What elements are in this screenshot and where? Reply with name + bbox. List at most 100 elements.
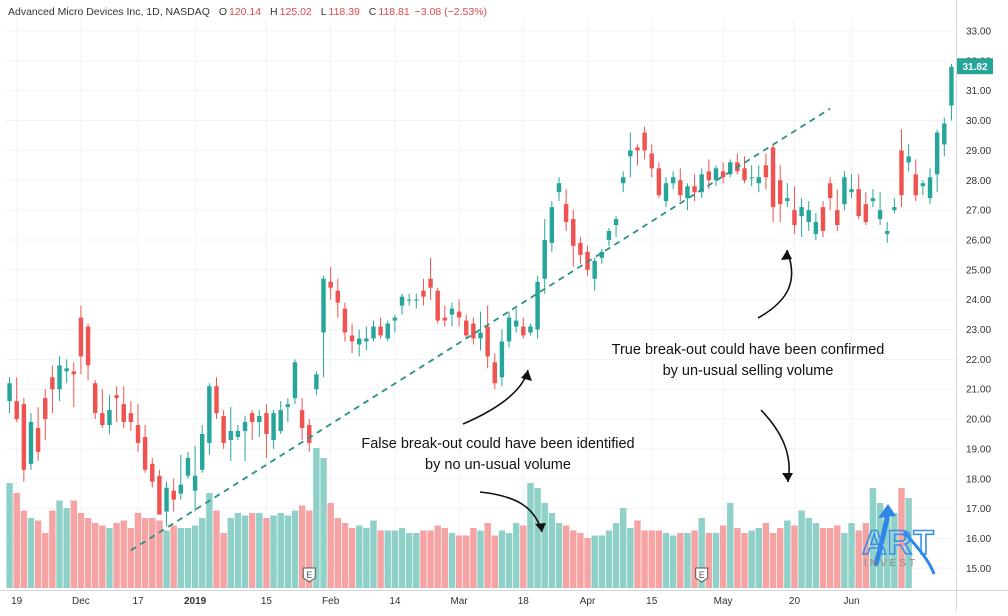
candle-body-98 <box>706 171 712 181</box>
y-tick-label-11: 26.00 <box>966 235 991 246</box>
candle-91 <box>656 162 662 199</box>
volume-bar-6 <box>49 510 56 588</box>
chart-header: Advanced Micro Devices Inc, 1D, NASDAQ O… <box>8 6 487 18</box>
candle-92 <box>663 177 669 208</box>
logo-text: ART <box>862 524 935 562</box>
candle-body-1 <box>14 401 19 420</box>
y-tick-label-5: 20.00 <box>966 415 991 426</box>
y-tick-label-10: 25.00 <box>966 265 991 276</box>
candle-1 <box>14 377 19 423</box>
candle-114 <box>820 201 826 237</box>
candle-body-90 <box>649 153 654 169</box>
candle-body-0 <box>7 383 12 402</box>
candle-96 <box>692 174 697 202</box>
volume-bar-31 <box>227 518 234 588</box>
candle-126 <box>906 144 911 172</box>
candle-body-72 <box>521 326 526 336</box>
candle-35 <box>257 410 262 437</box>
candle-13 <box>100 389 105 429</box>
candle-63 <box>456 299 462 327</box>
candle-16 <box>121 386 126 429</box>
candle-39 <box>285 398 291 423</box>
volume-bar-39 <box>284 515 292 588</box>
volume-bar-20 <box>149 518 156 588</box>
y-tick-label-13: 28.00 <box>966 176 991 187</box>
volume-bar-27 <box>199 518 206 588</box>
candle-body-41 <box>299 410 305 429</box>
volume-bar-71 <box>512 523 520 588</box>
volume-bar-111 <box>798 510 805 588</box>
candle-body-103 <box>742 168 747 181</box>
volume-bar-102 <box>734 528 741 588</box>
candle-2 <box>21 398 27 482</box>
volume-bar-54 <box>391 530 399 588</box>
candle-58 <box>421 278 426 306</box>
volume-bar-96 <box>691 530 698 588</box>
candle-body-57 <box>414 299 419 301</box>
candle-body-24 <box>178 484 184 494</box>
candle-6 <box>50 365 55 414</box>
candle-7 <box>57 356 62 402</box>
candle-42 <box>307 419 312 452</box>
y-tick-label-14: 29.00 <box>966 146 991 157</box>
candle-body-2 <box>21 404 27 470</box>
volume-bar-29 <box>213 510 220 588</box>
volume-bar-107 <box>769 533 777 588</box>
volume-bar-26 <box>191 525 199 588</box>
candle-body-32 <box>235 430 241 437</box>
candle-4 <box>35 407 41 461</box>
candle-body-36 <box>264 413 269 434</box>
candle-82 <box>592 257 597 291</box>
candle-body-16 <box>121 404 126 423</box>
candle-body-18 <box>135 425 141 443</box>
candle-body-79 <box>571 219 576 246</box>
candle-121 <box>870 189 876 208</box>
candle-body-61 <box>442 317 448 321</box>
volume-bar-83 <box>598 535 606 588</box>
volume-bar-55 <box>398 528 406 588</box>
volume-bar-77 <box>555 523 563 588</box>
candle-body-42 <box>307 425 312 443</box>
candle-23 <box>171 478 176 512</box>
candle-body-84 <box>606 230 612 240</box>
volume-bar-58 <box>420 530 427 588</box>
candle-body-8 <box>64 368 69 372</box>
candle-body-105 <box>756 177 761 184</box>
candle-body-94 <box>678 180 683 196</box>
candle-body-111 <box>799 207 804 217</box>
volume-bar-95 <box>684 533 691 588</box>
earnings-marker-1: E <box>695 567 709 583</box>
candle-body-28 <box>207 386 212 443</box>
volume-bar-42 <box>306 510 313 588</box>
volume-bar-108 <box>776 528 784 588</box>
candle-78 <box>563 189 569 231</box>
volume-bar-41 <box>298 505 306 588</box>
candle-88 <box>635 144 640 166</box>
candle-body-99 <box>713 168 719 181</box>
candle-body-130 <box>934 132 940 175</box>
trendline-dashed <box>130 107 831 552</box>
arrow-false-volume-head <box>535 523 546 532</box>
volume-bar-101 <box>727 503 734 588</box>
candle-body-120 <box>863 204 869 223</box>
candle-130 <box>934 129 940 193</box>
volume-bar-48 <box>348 528 356 588</box>
candle-72 <box>521 317 526 339</box>
x-tick-label-10: 15 <box>646 596 658 607</box>
candle-70 <box>506 311 512 348</box>
annotation-true-line2: by un-usual selling volume <box>662 363 834 379</box>
candle-body-12 <box>92 383 98 414</box>
candle-body-3 <box>28 422 34 464</box>
volume-bar-75 <box>541 503 548 588</box>
volume-bar-91 <box>655 530 663 588</box>
candle-97 <box>699 168 704 199</box>
candle-10 <box>78 305 84 375</box>
candle-22 <box>164 481 169 527</box>
volume-bar-65 <box>470 528 477 588</box>
volume-bar-100 <box>719 525 727 588</box>
annotation-false-line1: False break-out could have been identifi… <box>361 436 635 452</box>
candle-15 <box>114 386 119 423</box>
candle-101 <box>728 159 733 178</box>
candle-24 <box>178 454 184 500</box>
volume-bar-114 <box>819 528 827 588</box>
